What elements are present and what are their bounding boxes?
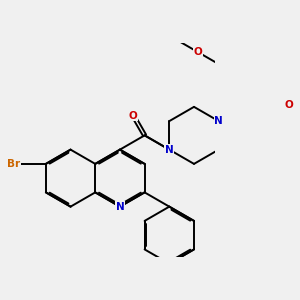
Text: O: O <box>129 111 138 121</box>
Text: Br: Br <box>7 159 20 169</box>
Text: N: N <box>116 202 124 212</box>
Text: O: O <box>285 100 293 110</box>
Text: N: N <box>165 145 174 154</box>
Text: O: O <box>193 47 202 57</box>
Text: N: N <box>214 116 223 126</box>
